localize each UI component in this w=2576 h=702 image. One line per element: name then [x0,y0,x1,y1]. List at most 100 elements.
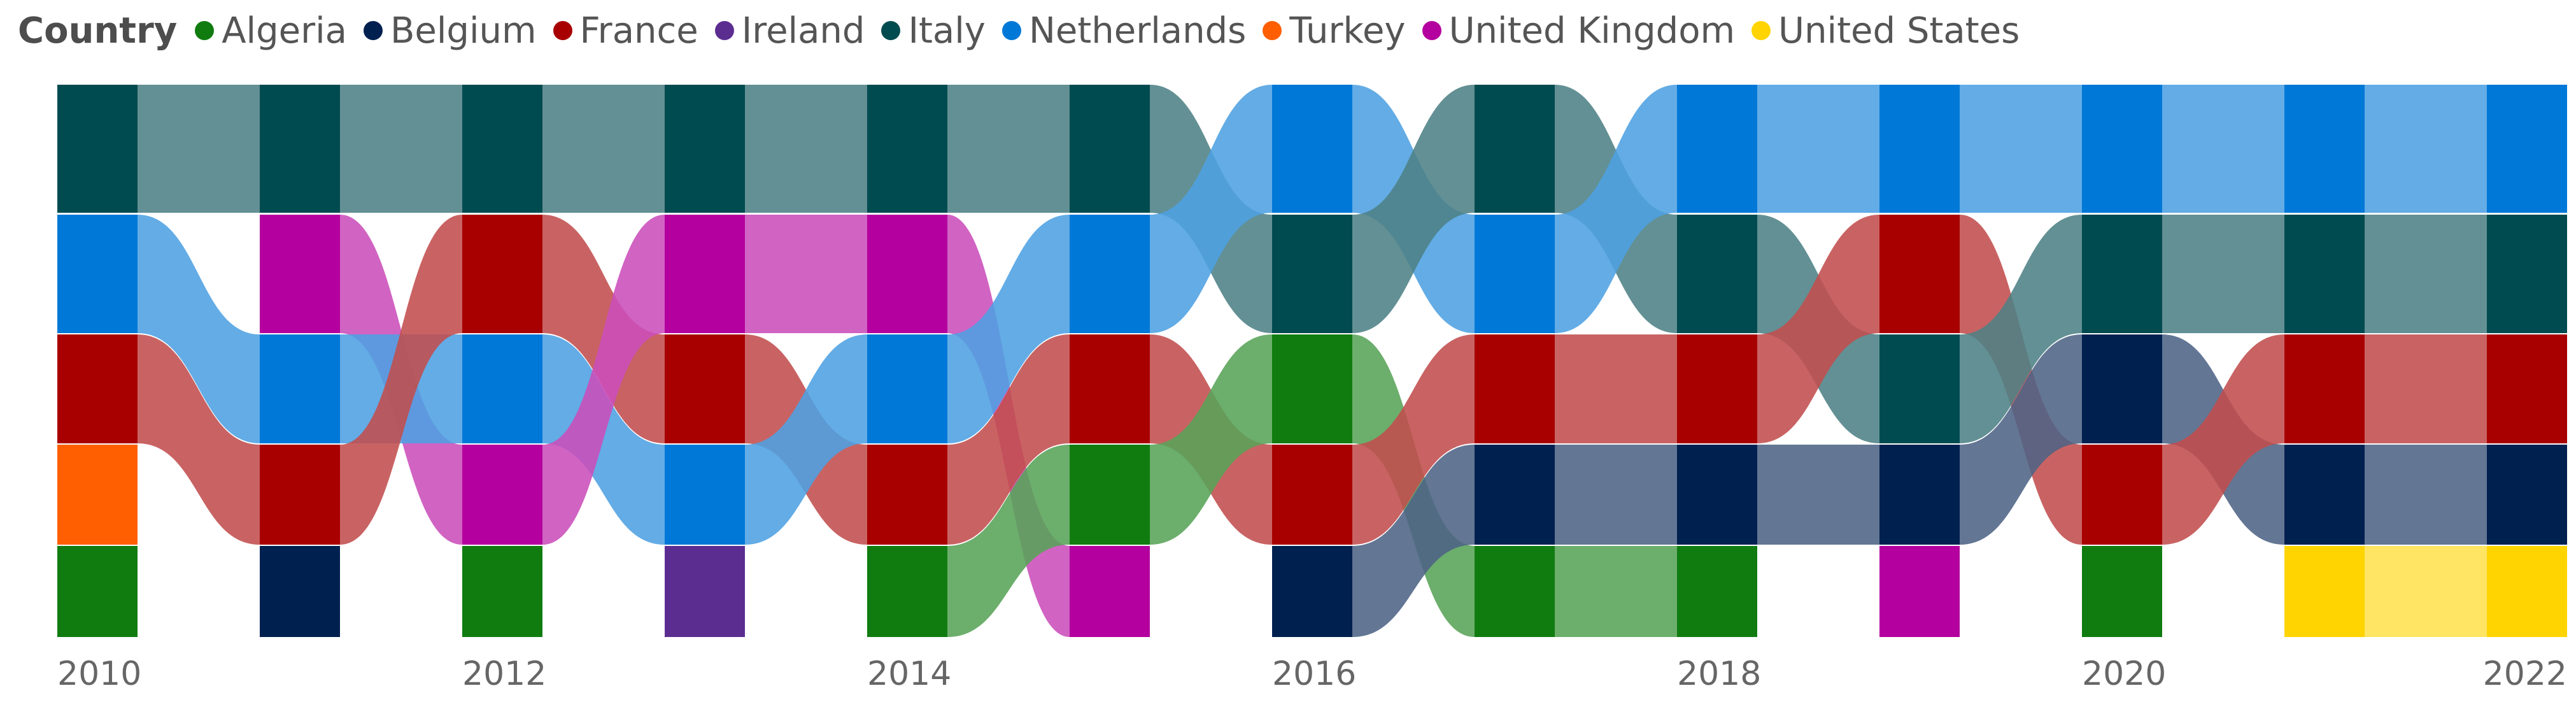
segment-france-2014[interactable] [867,445,947,545]
ribbon-france-2016-2017[interactable] [1352,334,1475,545]
ribbon-netherlands-2013-2014[interactable] [745,334,867,545]
ribbon-netherlands-2021-2022[interactable] [2365,85,2487,213]
segment-united-kingdom-2019[interactable] [1879,546,1960,637]
ribbon-netherlands-2015-2016[interactable] [1150,85,1272,333]
segment-netherlands-2021[interactable] [2284,85,2365,213]
segment-france-2011[interactable] [260,445,340,545]
ribbon-france-2014-2015[interactable] [947,334,1070,545]
segment-netherlands-2010[interactable] [57,215,138,333]
segment-algeria-2020[interactable] [2082,546,2162,637]
segment-belgium-2021[interactable] [2284,445,2365,545]
legend-item-belgium[interactable]: Belgium [363,10,537,52]
segment-netherlands-2012[interactable] [462,334,542,443]
segment-france-2018[interactable] [1677,334,1757,443]
ribbon-belgium-2016-2017[interactable] [1352,445,1475,637]
segment-france-2012[interactable] [462,215,542,333]
segment-netherlands-2016[interactable] [1272,85,1352,213]
segment-italy-2015[interactable] [1070,85,1150,213]
segment-united-kingdom-2015[interactable] [1070,546,1150,637]
segment-italy-2013[interactable] [665,85,745,213]
legend-item-united-states[interactable]: United States [1752,10,2020,52]
segment-united-states-2022[interactable] [2487,546,2567,637]
segment-france-2013[interactable] [665,334,745,443]
ribbon-italy-2019-2020[interactable] [1960,215,2082,443]
segment-algeria-2016[interactable] [1272,334,1352,443]
segment-france-2020[interactable] [2082,445,2162,545]
segment-algeria-2018[interactable] [1677,546,1757,637]
segment-france-2015[interactable] [1070,334,1150,443]
segment-united-kingdom-2011[interactable] [260,215,340,333]
ribbon-italy-2013-2014[interactable] [745,85,867,213]
segment-italy-2012[interactable] [462,85,542,213]
segment-netherlands-2011[interactable] [260,334,340,443]
ribbon-france-2011-2012[interactable] [340,215,462,545]
segment-belgium-2017[interactable] [1475,445,1555,545]
segment-italy-2014[interactable] [867,85,947,213]
legend-item-algeria[interactable]: Algeria [195,10,347,52]
segment-france-2022[interactable] [2487,334,2567,443]
ribbon-italy-2012-2013[interactable] [542,85,665,213]
segment-france-2016[interactable] [1272,445,1352,545]
ribbon-france-2018-2019[interactable] [1757,215,1879,443]
ribbon-france-2010-2011[interactable] [138,334,260,545]
ribbon-france-2020-2021[interactable] [2162,334,2284,545]
legend-item-turkey[interactable]: Turkey [1263,10,1406,52]
legend-item-netherlands[interactable]: Netherlands [1001,10,1246,52]
segment-united-states-2021[interactable] [2284,546,2365,637]
legend-item-united-kingdom[interactable]: United Kingdom [1422,10,1735,52]
segment-algeria-2015[interactable] [1070,445,1150,545]
segment-italy-2020[interactable] [2082,215,2162,333]
segment-italy-2021[interactable] [2284,215,2365,333]
segment-united-kingdom-2014[interactable] [867,215,947,333]
segment-france-2021[interactable] [2284,334,2365,443]
ribbon-italy-2014-2015[interactable] [947,85,1070,213]
segment-turkey-2010[interactable] [57,445,138,545]
segment-belgium-2020[interactable] [2082,334,2162,443]
ribbon-united-kingdom-2012-2013[interactable] [542,215,665,545]
segment-france-2019[interactable] [1879,215,1960,333]
ribbon-netherlands-2012-2013[interactable] [542,334,665,545]
segment-algeria-2010[interactable] [57,546,138,637]
ribbon-united-states-2021-2022[interactable] [2365,546,2487,637]
legend-item-italy[interactable]: Italy [881,10,986,52]
segment-united-kingdom-2012[interactable] [462,445,542,545]
segment-italy-2016[interactable] [1272,215,1352,333]
ribbon-algeria-2015-2016[interactable] [1150,334,1272,545]
ribbon-italy-2016-2017[interactable] [1352,85,1475,333]
ribbon-belgium-2017-2018[interactable] [1555,445,1677,545]
segment-italy-2022[interactable] [2487,215,2567,333]
ribbon-italy-2020-2021[interactable] [2162,215,2284,333]
segment-belgium-2022[interactable] [2487,445,2567,545]
segment-netherlands-2015[interactable] [1070,215,1150,333]
segment-netherlands-2013[interactable] [665,445,745,545]
ribbon-italy-2011-2012[interactable] [340,85,462,213]
segment-france-2010[interactable] [57,334,138,443]
segment-algeria-2012[interactable] [462,546,542,637]
segment-netherlands-2022[interactable] [2487,85,2567,213]
segment-algeria-2017[interactable] [1475,546,1555,637]
ribbon-netherlands-2020-2021[interactable] [2162,85,2284,213]
segment-belgium-2016[interactable] [1272,546,1352,637]
segment-united-kingdom-2013[interactable] [665,215,745,333]
ribbon-netherlands-2017-2018[interactable] [1555,85,1677,333]
legend-item-france[interactable]: France [553,10,698,52]
ribbon-netherlands-2019-2020[interactable] [1960,85,2082,213]
ribbon-belgium-2019-2020[interactable] [1960,334,2082,545]
ribbon-algeria-2017-2018[interactable] [1555,546,1677,637]
ribbon-algeria-2014-2015[interactable] [947,445,1070,637]
ribbon-france-2021-2022[interactable] [2365,334,2487,443]
segment-algeria-2014[interactable] [867,546,947,637]
ribbon-france-2012-2013[interactable] [542,215,665,443]
legend-item-ireland[interactable]: Ireland [714,10,865,52]
segment-netherlands-2017[interactable] [1475,215,1555,333]
segment-netherlands-2014[interactable] [867,334,947,443]
segment-belgium-2011[interactable] [260,546,340,637]
ribbon-netherlands-2014-2015[interactable] [947,215,1070,443]
segment-france-2017[interactable] [1475,334,1555,443]
ribbon-italy-2010-2011[interactable] [138,85,260,213]
ribbon-italy-2021-2022[interactable] [2365,215,2487,333]
segment-italy-2019[interactable] [1879,334,1960,443]
segment-belgium-2018[interactable] [1677,445,1757,545]
ribbon-netherlands-2010-2011[interactable] [138,215,260,443]
segment-belgium-2019[interactable] [1879,445,1960,545]
